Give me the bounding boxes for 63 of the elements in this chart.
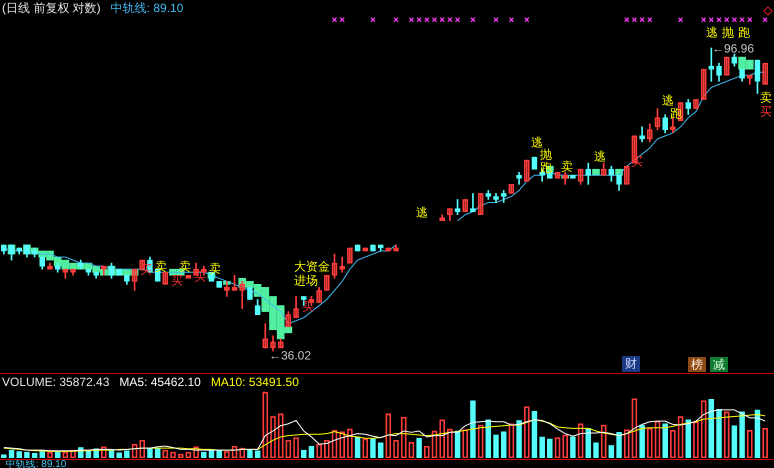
bar — [547, 438, 553, 458]
bar — [685, 419, 692, 458]
chart-title: VOLUME: 35872.43 — [2, 375, 110, 389]
annotation: 买 — [631, 154, 643, 168]
annotation: 卖 — [760, 90, 772, 104]
bar — [539, 436, 545, 458]
bar — [716, 408, 722, 458]
bar — [154, 448, 160, 458]
candlestick — [232, 274, 238, 291]
candlestick — [470, 193, 476, 212]
bar — [616, 432, 622, 458]
annotation: 卖 — [209, 261, 221, 276]
annotation: ←96.96 — [712, 41, 754, 56]
bar — [662, 423, 668, 458]
annotation: 卖 — [179, 259, 191, 274]
bar — [754, 410, 760, 458]
annotation: 买 — [760, 104, 772, 118]
annotation: 买 — [302, 299, 314, 314]
annotation: 逃 — [531, 135, 543, 150]
chart-title: (日线 前复权 对数) — [2, 1, 101, 15]
text: 逃 — [706, 25, 718, 40]
text: 跑 — [738, 25, 750, 40]
candlestick — [454, 199, 460, 215]
bar — [639, 424, 645, 458]
bar — [354, 436, 360, 458]
bar — [593, 442, 599, 458]
bar — [500, 431, 507, 458]
bar — [732, 425, 738, 458]
bar — [708, 399, 714, 458]
text: 榜 — [691, 357, 703, 372]
bar — [470, 400, 476, 458]
bar — [308, 446, 314, 458]
text: 中轨线: 89.10 — [110, 1, 184, 15]
annotation: 卖 — [155, 259, 167, 274]
text: 减 — [713, 357, 725, 372]
bar — [454, 430, 460, 458]
bar — [493, 434, 499, 458]
annotation: 逃 — [662, 93, 674, 108]
bar — [585, 428, 592, 458]
annotation: 卖 — [561, 159, 573, 174]
annotation: 买 — [140, 262, 152, 276]
bar — [516, 420, 522, 458]
annotation: ←36.02 — [268, 348, 312, 362]
annotation: 逃 — [594, 149, 606, 164]
annotation: 逃 — [416, 205, 428, 220]
annotation: 大资金 — [294, 259, 330, 274]
bar — [370, 438, 376, 458]
bar — [570, 436, 576, 458]
bar — [739, 412, 745, 458]
bar — [485, 419, 492, 458]
text: MA10: 53491.50 — [210, 375, 299, 389]
text: MA5: 45462.10 — [119, 375, 201, 389]
bar — [147, 448, 153, 458]
bar — [416, 438, 422, 458]
text: 财 — [625, 356, 637, 370]
annotation: 买 — [194, 269, 206, 284]
annotation: 进场 — [294, 273, 318, 288]
text: 抛 — [722, 25, 734, 40]
annotation: 买 — [171, 273, 183, 288]
bar — [378, 442, 384, 458]
annotation: 抛 — [540, 147, 552, 162]
bar — [532, 410, 538, 458]
bar — [608, 445, 614, 458]
